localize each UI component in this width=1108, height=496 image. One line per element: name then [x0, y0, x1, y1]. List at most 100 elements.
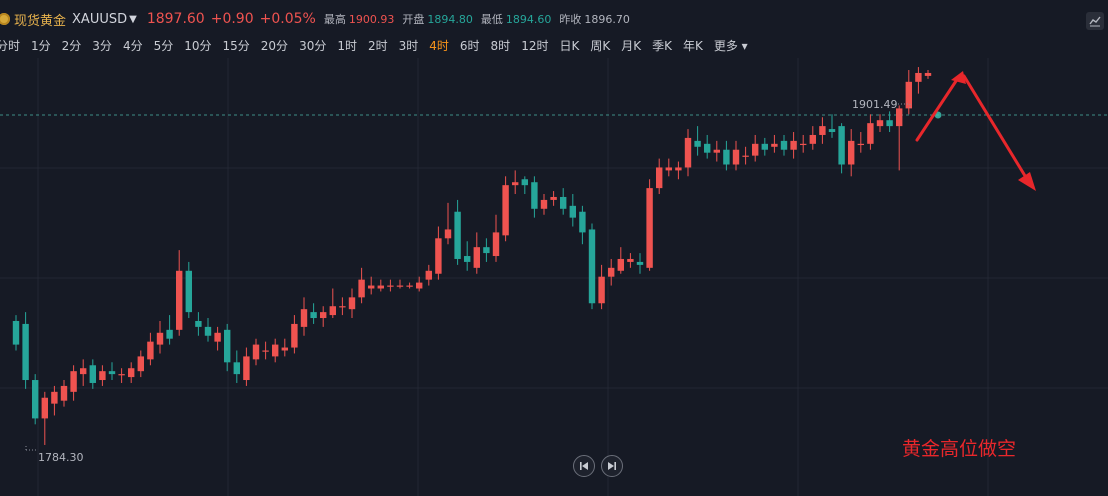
candle [224, 323, 231, 372]
candle [838, 123, 845, 174]
skip-back-icon[interactable] [573, 455, 595, 477]
candle [70, 365, 77, 401]
candle-body [694, 140, 701, 147]
candle [550, 191, 557, 206]
timeframe-7[interactable]: 15分 [222, 38, 250, 53]
candle [857, 132, 864, 153]
timeframe-8[interactable]: 20分 [260, 38, 289, 53]
candle-body [848, 140, 855, 165]
timeframe-14[interactable]: 6时 [459, 38, 480, 53]
candle-body [358, 279, 365, 298]
timeframe-17[interactable]: 日K [559, 38, 580, 53]
timeframe-11[interactable]: 2时 [367, 38, 388, 53]
min-price-label: 1784.30 [38, 451, 84, 464]
candle [665, 158, 672, 177]
high-value: 1900.93 [348, 12, 395, 26]
candle [108, 362, 116, 381]
candle [915, 67, 922, 94]
candle [41, 391, 48, 445]
timeframe-1[interactable]: 1分 [31, 38, 51, 53]
candle [233, 350, 240, 383]
quote-header: 现货黄金 XAUUSD ▼ 1897.60 +0.90 +0.05% 最高 19… [0, 0, 1108, 36]
timeframe-4[interactable]: 4分 [122, 38, 143, 53]
candle-body [886, 120, 893, 127]
candle-body [915, 72, 922, 82]
timeframe-0[interactable]: 分时 [0, 38, 21, 53]
timeframe-5[interactable]: 5分 [153, 38, 174, 53]
timeframe-3[interactable]: 3分 [92, 38, 112, 53]
timeframe-18[interactable]: 周K [590, 38, 611, 53]
candle [819, 117, 826, 144]
candle-body [704, 143, 711, 153]
candle [156, 320, 164, 354]
candle-body [339, 306, 346, 308]
candle [608, 258, 615, 286]
timeframe-6[interactable]: 10分 [184, 38, 212, 53]
candle [569, 194, 576, 227]
candle [560, 188, 567, 215]
candle-body [329, 306, 336, 316]
candle [214, 326, 221, 351]
candle [99, 365, 106, 386]
candle [12, 315, 20, 351]
arrow-head [1018, 172, 1036, 191]
candle-body [51, 391, 58, 404]
candle-body [262, 350, 269, 352]
candle [617, 247, 624, 274]
candle-body [502, 185, 509, 236]
timeframe-22[interactable]: 更多 ▾ [713, 38, 748, 53]
candle [281, 338, 288, 357]
timeframe-10[interactable]: 1时 [337, 38, 357, 53]
timeframe-16[interactable]: 12时 [521, 38, 549, 53]
candle-body [416, 282, 423, 289]
candles [12, 67, 942, 451]
candle-body [656, 167, 663, 189]
candle-body [300, 309, 308, 327]
candle-body [617, 258, 624, 271]
timeframe-19[interactable]: 月K [621, 38, 642, 53]
indicator-icon[interactable] [1086, 12, 1104, 30]
candle [128, 362, 135, 383]
candle-body [771, 143, 778, 147]
timeframe-15[interactable]: 8时 [490, 38, 511, 53]
candle [358, 267, 365, 304]
candle [137, 350, 144, 378]
timeframe-20[interactable]: 季K [652, 38, 672, 53]
candle [512, 170, 519, 195]
candle [723, 140, 730, 171]
candle-body [176, 270, 183, 330]
candle [627, 253, 634, 268]
timeframe-13[interactable]: 4时 [429, 38, 449, 53]
candle-body [12, 320, 20, 345]
candle [377, 279, 384, 292]
candle [368, 276, 375, 295]
candle-body [99, 371, 106, 381]
candle [809, 126, 816, 150]
instrument-symbol[interactable]: XAUUSD [72, 11, 128, 27]
candle [243, 347, 250, 386]
candle-body [204, 326, 212, 336]
chevron-down-icon[interactable]: ▼ [129, 13, 137, 25]
timeframe-2[interactable]: 2分 [61, 38, 82, 53]
candlestick-chart[interactable] [0, 58, 1108, 496]
timeframe-21[interactable]: 年K [682, 38, 703, 53]
timeframe-9[interactable]: 30分 [299, 38, 327, 53]
candle [886, 111, 893, 133]
candle [521, 176, 528, 195]
candle-body [752, 143, 759, 156]
candle [204, 318, 212, 342]
timeframe-12[interactable]: 3时 [398, 38, 419, 53]
candle-body [492, 232, 500, 257]
chart-nav [573, 455, 623, 477]
low-value: 1894.60 [505, 12, 552, 26]
candle [483, 238, 490, 262]
candle [310, 303, 317, 324]
candle [51, 385, 58, 416]
candle-body [32, 380, 39, 419]
candle [896, 105, 903, 171]
candle-body [444, 229, 452, 239]
instrument-name[interactable]: 现货黄金 [14, 13, 67, 29]
skip-forward-icon[interactable] [601, 455, 623, 477]
candle [876, 114, 884, 133]
candle-body [233, 362, 240, 375]
